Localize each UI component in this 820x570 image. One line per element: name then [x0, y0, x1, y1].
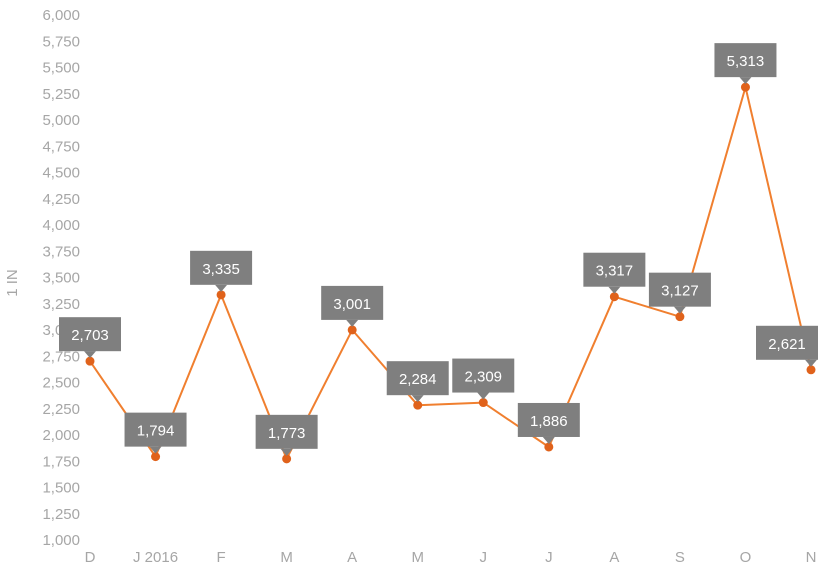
data-label-box [59, 317, 121, 352]
y-tick-label: 1,750 [42, 453, 80, 470]
data-label-text: 2,309 [464, 369, 502, 386]
y-tick-label: 2,750 [42, 348, 80, 365]
data-label-text: 1,886 [530, 413, 568, 430]
y-tick-label: 3,250 [42, 296, 80, 313]
data-label-text: 2,703 [71, 327, 109, 344]
data-label-box [190, 250, 253, 285]
data-point [282, 454, 292, 464]
data-label-text: 3,335 [202, 261, 240, 278]
data-label-box [714, 43, 777, 78]
x-tick-label: J 2016 [133, 549, 178, 566]
data-label-pointer [739, 77, 752, 85]
y-tick-label: 2,500 [42, 375, 80, 392]
data-label: 3,001 [321, 285, 384, 327]
y-tick-label: 5,250 [42, 86, 80, 103]
y-tick-label: 6,000 [42, 7, 80, 24]
data-label-text: 3,317 [596, 263, 634, 280]
y-tick-label: 5,750 [42, 33, 80, 50]
data-label-text: 2,621 [768, 336, 806, 353]
data-label-text: 2,284 [399, 371, 437, 388]
data-label: 2,621 [756, 325, 818, 367]
data-label-pointer [542, 436, 555, 444]
data-point [85, 356, 95, 366]
y-tick-label: 3,500 [42, 270, 80, 287]
data-label-pointer [346, 319, 359, 327]
data-point [675, 312, 685, 322]
data-label-pointer [280, 448, 293, 456]
data-point [216, 290, 226, 300]
data-label: 1,886 [517, 402, 580, 444]
data-label-box [517, 402, 580, 437]
y-tick-label: 1,500 [42, 480, 80, 497]
x-tick-label: A [347, 549, 357, 566]
data-label-box [321, 285, 384, 320]
data-labels: 2,703 1,794 3,335 1,773 3,001 2,284 2,309 1,886… [59, 43, 818, 456]
y-tick-label: 2,250 [42, 401, 80, 418]
x-tick-label: M [411, 549, 424, 566]
data-label-text: 1,794 [137, 423, 175, 440]
x-tick-label: D [85, 549, 96, 566]
data-point [151, 452, 161, 462]
data-label-box [124, 412, 187, 447]
data-label: 5,313 [714, 43, 777, 85]
data-point [609, 292, 619, 302]
data-label-text: 5,313 [727, 53, 765, 70]
x-tick-label: F [217, 549, 226, 566]
data-label-pointer [215, 284, 228, 292]
y-tick-label: 1,000 [42, 532, 80, 549]
data-label-box [648, 272, 711, 307]
data-point [347, 325, 357, 335]
data-label: 1,773 [255, 414, 318, 456]
data-label: 2,309 [452, 358, 515, 400]
x-tick-label: S [675, 549, 685, 566]
x-axis: D J 2016 F M A M J J A S O N [85, 549, 817, 566]
data-label-text: 3,001 [333, 296, 371, 313]
y-tick-label: 4,750 [42, 138, 80, 155]
data-label-box [452, 358, 515, 393]
data-label: 3,335 [190, 250, 253, 292]
y-tick-label: 4,250 [42, 191, 80, 208]
data-label-pointer [84, 351, 96, 359]
y-tick-label: 4,500 [42, 165, 80, 182]
data-label-pointer [149, 446, 162, 454]
data-label-pointer [411, 395, 424, 403]
data-label-pointer [608, 286, 621, 294]
y-tick-label: 1,250 [42, 506, 80, 523]
data-label-pointer [477, 392, 490, 400]
data-label: 2,284 [386, 361, 449, 403]
data-label-box [386, 361, 449, 396]
data-label-pointer [805, 359, 817, 367]
data-label-pointer [673, 306, 686, 314]
x-tick-label: N [806, 549, 817, 566]
y-tick-label: 3,750 [42, 243, 80, 260]
x-tick-label: A [609, 549, 619, 566]
data-point [413, 400, 423, 410]
x-tick-label: M [280, 549, 293, 566]
y-axis: 1,000 1,250 1,500 1,750 2,000 2,250 2,500 2,750… [42, 7, 80, 549]
data-point [478, 398, 488, 408]
y-axis-title: 1 IN [4, 269, 21, 297]
data-label-box [583, 252, 646, 287]
data-label-text: 1,773 [268, 425, 306, 442]
data-point [806, 365, 816, 375]
data-point [740, 82, 750, 92]
data-label: 3,317 [583, 252, 646, 294]
data-label: 1,794 [124, 412, 187, 454]
y-tick-label: 5,500 [42, 60, 80, 77]
x-tick-label: J [480, 549, 488, 566]
data-label-text: 3,127 [661, 283, 699, 300]
data-label-box [756, 325, 818, 360]
y-tick-label: 2,000 [42, 427, 80, 444]
data-label: 2,703 [59, 317, 121, 359]
data-label-box [255, 414, 318, 449]
x-tick-label: O [740, 549, 752, 566]
y-tick-label: 5,000 [42, 112, 80, 129]
x-tick-label: J [545, 549, 553, 566]
y-tick-label: 4,000 [42, 217, 80, 234]
data-point [544, 442, 554, 452]
data-label: 3,127 [648, 272, 711, 314]
